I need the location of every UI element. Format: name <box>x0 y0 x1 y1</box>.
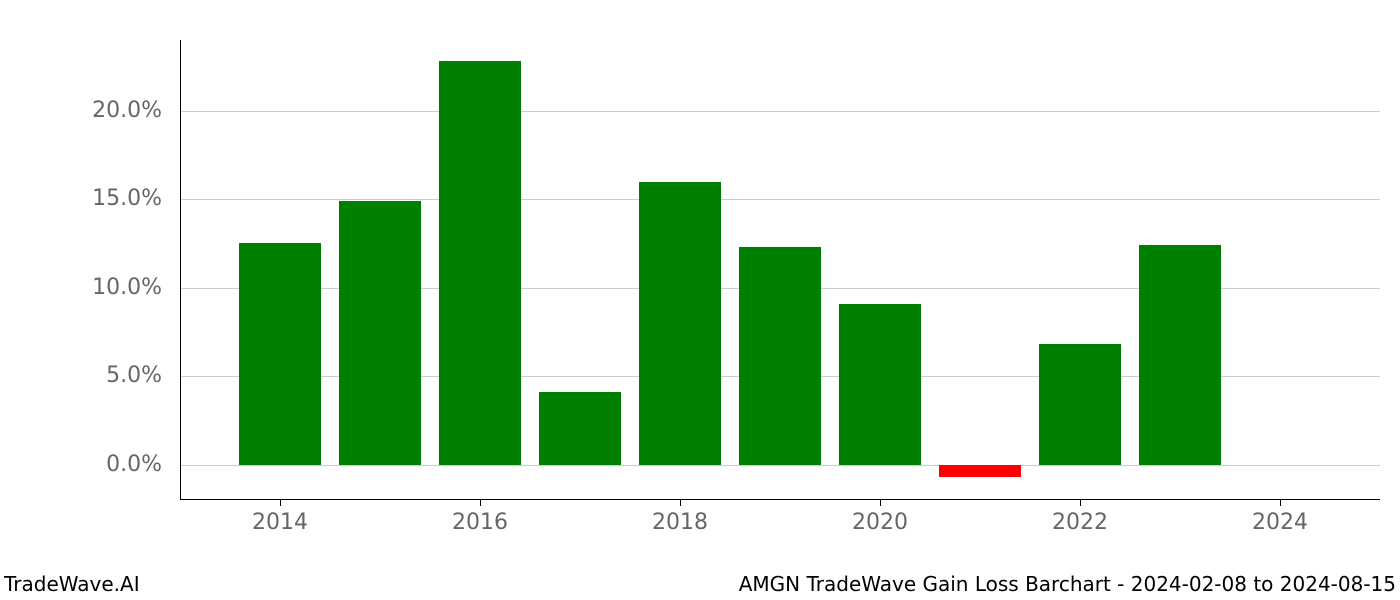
y-tick-label: 0.0% <box>0 452 162 477</box>
bar <box>539 392 621 465</box>
y-axis-spine <box>180 40 181 500</box>
x-tick-mark <box>680 500 681 506</box>
y-tick-label: 10.0% <box>0 275 162 300</box>
x-tick-mark <box>280 500 281 506</box>
bar <box>639 182 721 465</box>
grid-line <box>180 465 1380 466</box>
chart-container: TradeWave.AI AMGN TradeWave Gain Loss Ba… <box>0 0 1400 600</box>
bar <box>439 61 521 464</box>
bar <box>339 201 421 465</box>
grid-line <box>180 111 1380 112</box>
x-tick-mark <box>880 500 881 506</box>
y-tick-label: 5.0% <box>0 363 162 388</box>
x-tick-label: 2016 <box>430 510 530 535</box>
bar <box>739 247 821 465</box>
x-axis-spine <box>180 499 1380 500</box>
y-tick-label: 20.0% <box>0 98 162 123</box>
bar <box>1039 344 1121 464</box>
plot-area <box>180 40 1380 500</box>
x-tick-mark <box>1280 500 1281 506</box>
x-tick-label: 2014 <box>230 510 330 535</box>
x-tick-mark <box>480 500 481 506</box>
x-tick-mark <box>1080 500 1081 506</box>
x-tick-label: 2018 <box>630 510 730 535</box>
bar <box>239 243 321 464</box>
x-tick-label: 2024 <box>1230 510 1330 535</box>
bar <box>939 465 1021 477</box>
bar <box>1139 245 1221 464</box>
footer-brand: TradeWave.AI <box>4 572 140 596</box>
footer-caption: AMGN TradeWave Gain Loss Barchart - 2024… <box>739 572 1396 596</box>
x-tick-label: 2020 <box>830 510 930 535</box>
y-tick-label: 15.0% <box>0 186 162 211</box>
bar <box>839 304 921 465</box>
x-tick-label: 2022 <box>1030 510 1130 535</box>
